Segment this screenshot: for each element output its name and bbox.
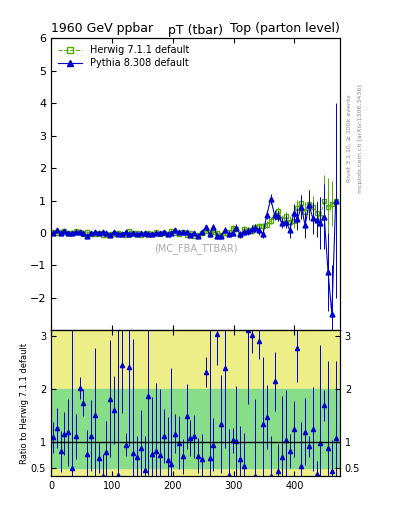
Bar	[51, 389, 340, 468]
Legend: Herwig 7.1.1 default, Pythia 8.308 default: Herwig 7.1.1 default, Pythia 8.308 defau…	[56, 43, 191, 70]
Title: pT (tbar): pT (tbar)	[168, 24, 223, 37]
Text: Rivet 3.1.10, ≥ 100k events: Rivet 3.1.10, ≥ 100k events	[347, 94, 352, 182]
Bar	[51, 330, 340, 476]
Text: 1960 GeV ppbar: 1960 GeV ppbar	[51, 22, 153, 34]
Text: Top (parton level): Top (parton level)	[230, 22, 340, 34]
Text: (MC_FBA_TTBAR): (MC_FBA_TTBAR)	[154, 243, 237, 254]
Text: mcplots.cern.ch [arXiv:1306.3436]: mcplots.cern.ch [arXiv:1306.3436]	[358, 84, 363, 193]
Y-axis label: Ratio to Herwig 7.1.1 default: Ratio to Herwig 7.1.1 default	[20, 343, 29, 464]
